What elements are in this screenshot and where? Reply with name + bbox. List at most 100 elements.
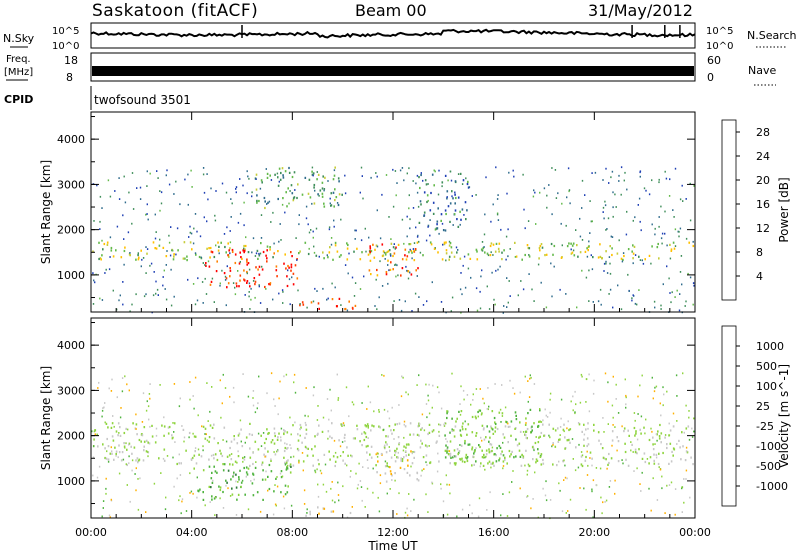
- data-cell: [395, 246, 397, 249]
- data-cell: [577, 422, 580, 424]
- data-cell: [585, 378, 588, 380]
- noise-right-tick-low: 10^0: [706, 41, 733, 52]
- data-cell: [492, 254, 494, 256]
- data-cell: [664, 210, 666, 213]
- data-cell: [105, 487, 107, 490]
- data-cell: [240, 428, 242, 431]
- data-cell: [252, 404, 255, 407]
- data-cell: [427, 183, 429, 185]
- data-cell: [344, 433, 346, 436]
- data-cell: [266, 249, 268, 252]
- data-cell: [296, 277, 299, 280]
- data-cell: [277, 250, 279, 253]
- data-cell: [459, 458, 462, 461]
- data-cell: [503, 249, 505, 252]
- data-cell: [284, 493, 287, 496]
- data-cell: [579, 251, 582, 254]
- data-cell: [273, 252, 275, 255]
- data-cell: [416, 241, 419, 244]
- data-cell: [467, 186, 470, 189]
- data-cell: [502, 433, 504, 436]
- data-cell: [569, 202, 571, 205]
- data-cell: [189, 492, 191, 494]
- data-cell: [451, 195, 453, 198]
- data-cell: [413, 250, 415, 253]
- data-cell: [230, 440, 233, 443]
- data-cell: [267, 475, 269, 478]
- data-cell: [593, 429, 595, 432]
- data-cell: [299, 434, 301, 437]
- data-cell: [140, 265, 142, 268]
- data-cell: [463, 214, 465, 216]
- data-cell: [344, 192, 347, 195]
- data-cell: [191, 248, 193, 251]
- data-cell: [227, 469, 230, 472]
- data-cell: [563, 423, 565, 426]
- data-cell: [376, 209, 378, 212]
- data-cell: [270, 470, 273, 473]
- data-cell: [559, 489, 561, 492]
- data-cell: [459, 288, 462, 291]
- data-cell: [625, 233, 628, 236]
- data-cell: [227, 242, 229, 245]
- data-cell: [651, 245, 653, 248]
- data-cell: [438, 430, 440, 433]
- data-cell: [261, 181, 263, 184]
- data-cell: [474, 450, 476, 452]
- data-cell: [683, 501, 685, 504]
- data-cell: [674, 167, 677, 170]
- data-cell: [146, 203, 148, 206]
- data-cell: [303, 503, 306, 505]
- data-cell: [258, 265, 261, 268]
- data-cell: [623, 254, 625, 258]
- freq-left-tick-high: 18: [64, 54, 78, 67]
- data-cell: [229, 463, 231, 466]
- data-cell: [620, 166, 623, 169]
- data-cell: [152, 241, 155, 244]
- data-cell: [487, 462, 489, 465]
- data-cell: [202, 302, 204, 304]
- data-cell: [385, 174, 388, 176]
- data-cell: [432, 212, 435, 215]
- data-cell: [187, 173, 189, 176]
- data-cell: [374, 305, 376, 307]
- data-cell: [303, 489, 306, 492]
- data-cell: [166, 455, 169, 457]
- data-cell: [290, 263, 293, 266]
- data-cell: [221, 182, 224, 185]
- data-cell: [568, 428, 570, 432]
- data-cell: [633, 412, 636, 414]
- data-cell: [543, 434, 545, 437]
- data-cell: [279, 223, 281, 225]
- data-cell: [510, 453, 512, 456]
- data-cell: [436, 386, 439, 389]
- data-cell: [352, 437, 355, 440]
- data-cell: [548, 184, 550, 186]
- data-cell: [566, 245, 569, 248]
- data-cell: [185, 449, 187, 452]
- data-cell: [118, 177, 120, 179]
- data-cell: [194, 303, 197, 306]
- data-cell: [213, 465, 215, 468]
- data-cell: [396, 513, 398, 515]
- data-cell: [669, 257, 672, 260]
- data-cell: [498, 250, 500, 253]
- data-cell: [360, 166, 363, 169]
- data-cell: [113, 458, 115, 461]
- data-cell: [458, 450, 461, 453]
- data-cell: [244, 493, 246, 496]
- data-cell: [605, 167, 607, 170]
- data-cell: [211, 471, 213, 474]
- data-cell: [627, 464, 630, 467]
- data-cell: [129, 254, 131, 257]
- data-cell: [394, 479, 396, 482]
- data-cell: [488, 430, 491, 433]
- data-cell: [180, 512, 182, 515]
- data-cell: [453, 449, 456, 452]
- data-cell: [622, 252, 625, 254]
- data-cell: [255, 266, 257, 269]
- data-cell: [585, 276, 588, 279]
- data-cell: [281, 289, 284, 291]
- data-cell: [688, 438, 691, 441]
- data-cell: [612, 375, 614, 378]
